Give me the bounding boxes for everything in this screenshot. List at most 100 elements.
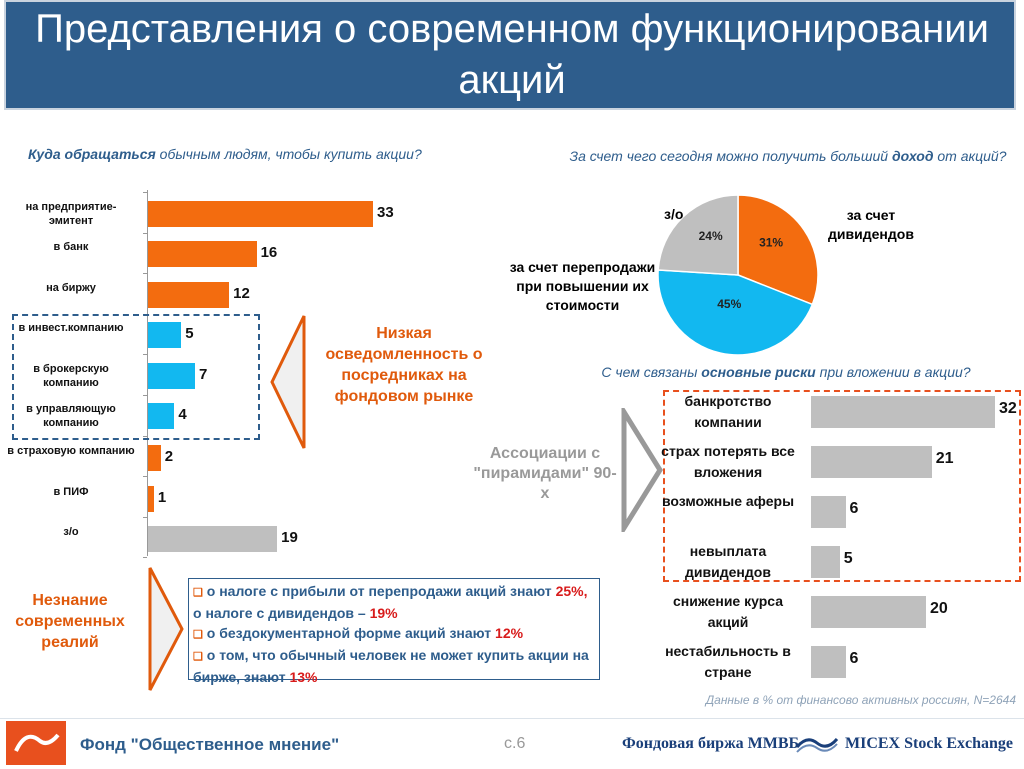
source-note: Данные в % от финансово активных россиян… [705,693,1016,707]
category-label: з/о [63,526,79,538]
pie-label-dividends: за счет дивидендов [828,207,914,242]
fom-logo-icon [6,721,66,765]
footer-org: Фонд "Общественное мнение" [80,735,340,754]
pie-label-resale: за счет перепродажи при повышении их сто… [509,259,656,313]
data-label: 21 [935,450,954,467]
category-label: в банк [53,241,89,253]
checkbox-icon: ❑ [193,587,203,599]
category-label: в брокерскую компанию [33,363,109,389]
bar [147,445,161,471]
risk-label: снижение курса акций [672,593,784,630]
title-bar: Представления о современном функциониров… [4,0,1016,110]
data-label: 7 [198,366,208,383]
risk-question-post: при вложении в акции? [815,364,971,380]
axis-line [147,190,148,556]
pie-question-pre: За счет чего сегодня можно получить боль… [569,148,892,164]
bar [147,526,278,552]
checkbox-icon: ❑ [193,629,203,641]
left-question: Куда обращаться обычным людям, чтобы куп… [28,146,528,162]
data-label: 32 [999,400,1017,417]
axis-tick [143,192,147,193]
income-pie-chart: 31% 45% 24% [657,194,819,356]
data-label: 2 [164,448,174,465]
risk-question: С чем связаны основные риски при вложени… [556,364,1016,380]
data-label: 20 [930,600,948,617]
bar [811,596,926,628]
risk-label: нестабильность в стране [665,643,791,680]
ignorance-caption: Незнание современных реалий [15,592,125,651]
page-number: с.6 [504,735,526,752]
risk-bar-chart: банкротство компании 32 страх потерять все… [650,390,1024,690]
axis-tick [143,476,147,478]
data-label: 4 [178,406,187,423]
bar [147,201,373,227]
risk-dashed-box [663,390,1021,582]
bar [147,363,195,389]
risk-label: невыплата дивидендов [685,543,771,580]
axis-tick [143,395,147,396]
low-awareness-caption: Низкая осведомленность о посредниках на … [325,325,483,405]
risk-label: возможные аферы [661,493,795,509]
category-label: на биржу [46,282,96,294]
left-question-rest: обычным людям, чтобы купить акции? [155,146,422,162]
left-arrow-icon [270,315,306,449]
checkbox-icon: ❑ [193,651,203,663]
data-label: 6 [849,650,859,667]
pie-label-other: з/о [664,206,684,222]
risk-question-pre: С чем связаны [601,364,702,380]
pie-slice [737,194,819,306]
risk-label: страх потерять все вложения [661,443,795,480]
bar [811,496,846,528]
bottom-arrow-icon [148,567,184,691]
pie-slice [657,269,814,356]
axis-tick [143,232,147,234]
pie-question-post: от акций? [933,148,1007,164]
note-item: ❑ о бездокументарной форме акций знают 1… [193,625,524,641]
pie-slice-label: 45% [717,297,741,311]
bar [147,403,175,429]
category-label: в инвест.компанию [18,322,124,334]
axis-tick [143,354,147,356]
data-label: 16 [260,244,278,261]
pie-slice [657,194,739,276]
data-label: 12 [233,285,250,302]
data-label: 1 [157,489,167,506]
notes-box: ❑ о налоге с прибыли от перепродажи акци… [188,578,600,685]
bar [811,396,995,428]
micex-logo-icon [795,738,839,753]
page-title: Представления о современном функциониров… [35,7,989,102]
exchange-name: Фондовая биржа ММВБ [622,735,800,752]
data-label: 6 [849,500,859,517]
risk-question-bold: основные риски [701,364,816,380]
pie-question-bold: доход [891,148,934,164]
bar [147,322,182,348]
bar [811,446,932,478]
category-label: на предприятие-эмитент [25,201,117,227]
note-item: ❑ о налоге с прибыли от перепродажи акци… [193,583,588,621]
data-label: 33 [377,204,394,221]
bar [147,241,257,267]
source-bar-chart: на предприятие-эмитент 33 в банк 16 на биржу… [0,190,520,560]
category-label: в страховую компанию [7,445,135,457]
category-label: в управляющую компанию [26,403,116,429]
bar [147,282,230,308]
bar [147,486,154,512]
intermediaries-dashed-box [12,314,260,440]
axis-tick [143,273,147,275]
axis-tick [143,557,147,559]
footer: Фонд "Общественное мнение" с.6 Фондовая … [0,718,1024,769]
note-item: ❑ о том, что обычный человек не может ку… [193,647,589,685]
data-label: 19 [281,529,298,546]
pie-slice-label: 24% [699,229,723,243]
axis-tick [143,435,147,437]
pyramids-caption: Ассоциации с "пирамидами" 90-х [473,445,617,502]
category-label: в ПИФ [53,486,89,498]
bar [811,546,840,578]
micex-name: MICEX Stock Exchange [845,735,1014,752]
data-label: 5 [843,550,853,567]
right-arrow-icon [621,408,663,532]
axis-tick [143,516,147,518]
left-question-bold: Куда обращаться [28,146,156,162]
pie-question: За счет чего сегодня можно получить боль… [560,146,1016,166]
pie-slice-label: 31% [759,236,783,250]
